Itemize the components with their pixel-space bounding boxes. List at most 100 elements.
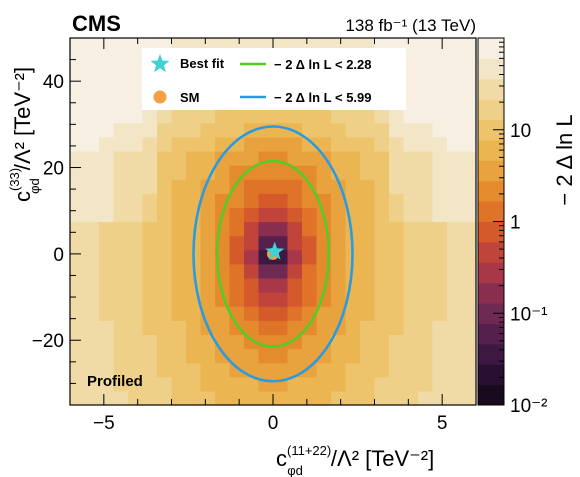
heatmap-cell bbox=[186, 348, 202, 364]
heatmap-cell bbox=[461, 122, 476, 138]
heatmap-cell bbox=[273, 193, 289, 208]
heatmap-cell bbox=[258, 235, 274, 251]
heatmap-cell bbox=[432, 320, 448, 336]
heatmap-cell bbox=[113, 38, 129, 53]
heatmap-cell bbox=[84, 249, 100, 265]
heatmap-cell bbox=[258, 136, 274, 152]
heatmap-cell bbox=[157, 320, 173, 336]
heatmap-cell bbox=[418, 66, 434, 81]
heatmap-cell bbox=[186, 390, 202, 405]
heatmap-cell bbox=[418, 179, 434, 194]
heatmap-cell bbox=[418, 207, 434, 223]
x-tick-label: 0 bbox=[268, 413, 279, 434]
heatmap-cell bbox=[84, 320, 100, 336]
heatmap-cell bbox=[200, 362, 216, 378]
heatmap-cell bbox=[418, 277, 434, 293]
y-axis-label-sup: (33) bbox=[7, 168, 22, 191]
heatmap-cell bbox=[418, 94, 434, 110]
heatmap-cell bbox=[331, 122, 347, 138]
heatmap-cell bbox=[302, 249, 318, 265]
heatmap-cell bbox=[374, 108, 390, 124]
heatmap-cell bbox=[360, 136, 376, 152]
heatmap-cell bbox=[418, 292, 434, 307]
heatmap-cell bbox=[447, 306, 463, 321]
heatmap-cell bbox=[99, 136, 115, 152]
heatmap-cell bbox=[345, 221, 361, 237]
heatmap-cell bbox=[171, 165, 187, 180]
heatmap-cell bbox=[389, 207, 405, 223]
x-tick-label: 5 bbox=[437, 413, 448, 434]
heatmap-cell bbox=[142, 390, 158, 405]
heatmap-cell bbox=[128, 376, 144, 392]
heatmap-cell bbox=[273, 122, 289, 138]
heatmap-cell bbox=[244, 108, 260, 124]
heatmap-cell bbox=[99, 52, 115, 67]
heatmap-cell bbox=[345, 136, 361, 152]
heatmap-cell bbox=[331, 193, 347, 208]
legend-contour-1-label: − 2 Δ ln L < 2.28 bbox=[274, 57, 372, 72]
heatmap-cell bbox=[157, 235, 173, 251]
heatmap-cell bbox=[84, 38, 100, 53]
heatmap-cell bbox=[447, 66, 463, 81]
heatmap-cell bbox=[374, 320, 390, 336]
heatmap-cell bbox=[374, 376, 390, 392]
heatmap-cell bbox=[316, 277, 332, 293]
heatmap-cell bbox=[157, 362, 173, 378]
heatmap-cell bbox=[316, 376, 332, 392]
heatmap-cell bbox=[447, 38, 463, 53]
heatmap-cell bbox=[432, 362, 448, 378]
heatmap-cell bbox=[113, 52, 129, 67]
heatmap-cell bbox=[113, 207, 129, 223]
heatmap-cell bbox=[128, 122, 144, 138]
heatmap-cell bbox=[128, 263, 144, 279]
heatmap-cell bbox=[403, 306, 419, 321]
heatmap-cell bbox=[461, 348, 476, 364]
heatmap-cell bbox=[244, 306, 260, 321]
heatmap-cell bbox=[70, 122, 86, 138]
heatmap-cell bbox=[360, 390, 376, 405]
heatmap-cell bbox=[113, 263, 129, 279]
heatmap-cell bbox=[360, 306, 376, 321]
heatmap-cell bbox=[418, 334, 434, 350]
heatmap-cell bbox=[215, 179, 231, 194]
heatmap-cell bbox=[403, 334, 419, 350]
heatmap-cell bbox=[229, 150, 245, 166]
heatmap-cell bbox=[461, 263, 476, 279]
heatmap-cell bbox=[418, 150, 434, 166]
heatmap-cell bbox=[360, 179, 376, 194]
heatmap-cell bbox=[461, 66, 476, 81]
heatmap-cell bbox=[331, 150, 347, 166]
heatmap-cell bbox=[287, 108, 303, 124]
heatmap-cell bbox=[447, 362, 463, 378]
heatmap-cell bbox=[70, 263, 86, 279]
heatmap-cell bbox=[229, 292, 245, 307]
heatmap-cell bbox=[186, 136, 202, 152]
heatmap-cell bbox=[432, 263, 448, 279]
heatmap-cell bbox=[244, 376, 260, 392]
heatmap-cell bbox=[186, 306, 202, 321]
heatmap-cell bbox=[432, 66, 448, 81]
heatmap-cell bbox=[287, 165, 303, 180]
heatmap-cell bbox=[461, 150, 476, 166]
heatmap-cell bbox=[258, 348, 274, 364]
heatmap-cell bbox=[447, 235, 463, 251]
heatmap-cell bbox=[200, 235, 216, 251]
heatmap-cell bbox=[302, 193, 318, 208]
heatmap-cell bbox=[403, 390, 419, 405]
heatmap-cell bbox=[157, 122, 173, 138]
heatmap-cell bbox=[229, 348, 245, 364]
heatmap-cell bbox=[360, 348, 376, 364]
heatmap-cell bbox=[171, 376, 187, 392]
heatmap-cell bbox=[331, 221, 347, 237]
legend-best-fit-star-icon bbox=[150, 54, 170, 73]
heatmap-cell bbox=[142, 108, 158, 124]
heatmap-cell bbox=[70, 221, 86, 237]
heatmap-cell bbox=[200, 150, 216, 166]
heatmap-cell bbox=[99, 207, 115, 223]
heatmap-cell bbox=[171, 150, 187, 166]
heatmap-cell bbox=[447, 207, 463, 223]
heatmap-cell bbox=[142, 136, 158, 152]
heatmap-cell bbox=[389, 292, 405, 307]
heatmap-cell bbox=[113, 348, 129, 364]
heatmap-cell bbox=[70, 94, 86, 110]
